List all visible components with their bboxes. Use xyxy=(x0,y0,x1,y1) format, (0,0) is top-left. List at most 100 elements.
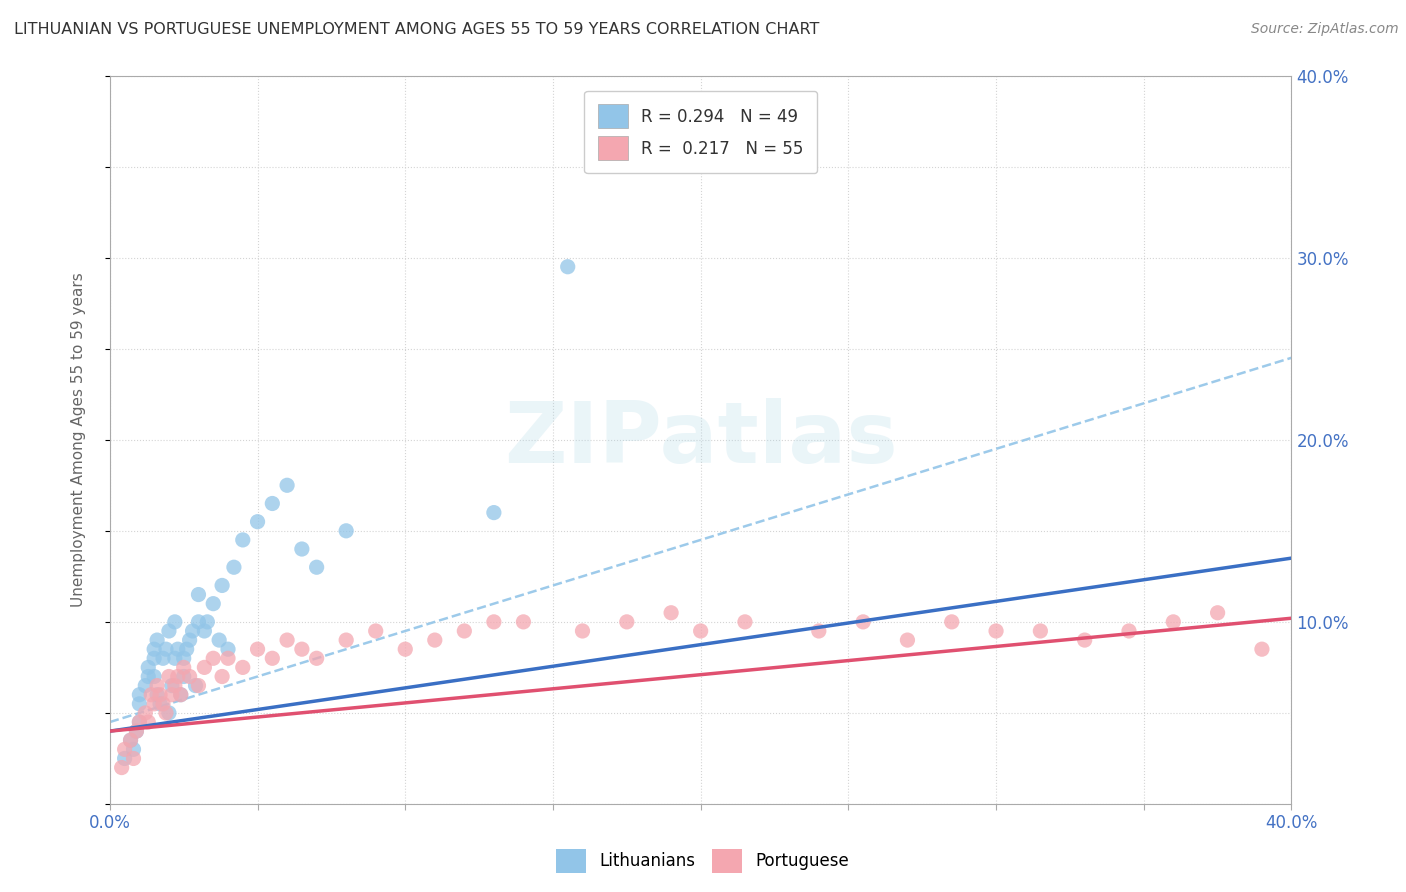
Point xyxy=(305,560,328,574)
Text: ZIPatlas: ZIPatlas xyxy=(503,398,897,482)
Point xyxy=(114,742,136,756)
Point xyxy=(364,624,387,638)
Point xyxy=(122,742,145,756)
Point xyxy=(128,714,150,729)
Point xyxy=(157,669,180,683)
Point xyxy=(163,679,186,693)
Point xyxy=(149,697,172,711)
Legend: Lithuanians, Portuguese: Lithuanians, Portuguese xyxy=(550,842,856,880)
Point xyxy=(262,496,284,510)
Point xyxy=(896,633,918,648)
Point xyxy=(134,706,156,720)
Point xyxy=(111,760,134,774)
Point xyxy=(276,478,298,492)
Point xyxy=(143,669,166,683)
Point xyxy=(482,615,505,629)
Point xyxy=(143,697,166,711)
Point xyxy=(184,679,207,693)
Point xyxy=(125,724,148,739)
Legend: R = 0.294   N = 49, R =  0.217   N = 55: R = 0.294 N = 49, R = 0.217 N = 55 xyxy=(585,91,817,173)
Point xyxy=(170,688,193,702)
Point xyxy=(217,651,239,665)
Point xyxy=(335,633,357,648)
Point xyxy=(394,642,416,657)
Point xyxy=(852,615,875,629)
Point xyxy=(941,615,963,629)
Point xyxy=(157,706,180,720)
Point xyxy=(155,642,177,657)
Point xyxy=(1206,606,1229,620)
Point xyxy=(125,724,148,739)
Point xyxy=(202,651,225,665)
Point xyxy=(193,660,215,674)
Point xyxy=(276,633,298,648)
Point xyxy=(193,624,215,638)
Point xyxy=(616,615,638,629)
Point xyxy=(291,541,314,556)
Point xyxy=(291,642,314,657)
Point xyxy=(166,669,188,683)
Point xyxy=(335,524,357,538)
Point xyxy=(160,688,183,702)
Point xyxy=(571,624,593,638)
Point xyxy=(187,679,209,693)
Point xyxy=(163,615,186,629)
Point xyxy=(1251,642,1274,657)
Point xyxy=(157,624,180,638)
Point xyxy=(187,588,209,602)
Point xyxy=(136,660,159,674)
Point xyxy=(512,615,534,629)
Point xyxy=(1029,624,1052,638)
Point xyxy=(557,260,579,274)
Point xyxy=(146,633,169,648)
Point xyxy=(181,624,204,638)
Point xyxy=(143,651,166,665)
Y-axis label: Unemployment Among Ages 55 to 59 years: Unemployment Among Ages 55 to 59 years xyxy=(72,272,86,607)
Point xyxy=(202,597,225,611)
Point xyxy=(152,697,174,711)
Point xyxy=(136,714,159,729)
Point xyxy=(211,578,233,592)
Point xyxy=(453,624,475,638)
Point xyxy=(984,624,1007,638)
Point xyxy=(734,615,756,629)
Point xyxy=(1073,633,1095,648)
Point xyxy=(173,651,195,665)
Point xyxy=(128,688,150,702)
Point xyxy=(689,624,711,638)
Point xyxy=(179,633,201,648)
Point xyxy=(195,615,218,629)
Point xyxy=(173,669,195,683)
Point xyxy=(155,706,177,720)
Point xyxy=(114,751,136,765)
Point xyxy=(143,642,166,657)
Point xyxy=(173,660,195,674)
Text: Source: ZipAtlas.com: Source: ZipAtlas.com xyxy=(1251,22,1399,37)
Point xyxy=(136,669,159,683)
Point xyxy=(179,669,201,683)
Point xyxy=(305,651,328,665)
Point xyxy=(807,624,830,638)
Point xyxy=(134,679,156,693)
Point xyxy=(482,506,505,520)
Point xyxy=(163,651,186,665)
Point xyxy=(160,679,183,693)
Point xyxy=(128,697,150,711)
Point xyxy=(120,733,142,747)
Point xyxy=(1118,624,1140,638)
Point xyxy=(141,688,163,702)
Point xyxy=(187,615,209,629)
Point xyxy=(120,733,142,747)
Point xyxy=(246,515,269,529)
Point xyxy=(152,651,174,665)
Point xyxy=(423,633,446,648)
Point xyxy=(170,688,193,702)
Point xyxy=(232,533,254,547)
Point xyxy=(146,688,169,702)
Point xyxy=(1161,615,1184,629)
Point xyxy=(222,560,245,574)
Point xyxy=(217,642,239,657)
Point xyxy=(149,688,172,702)
Point xyxy=(128,714,150,729)
Point xyxy=(659,606,682,620)
